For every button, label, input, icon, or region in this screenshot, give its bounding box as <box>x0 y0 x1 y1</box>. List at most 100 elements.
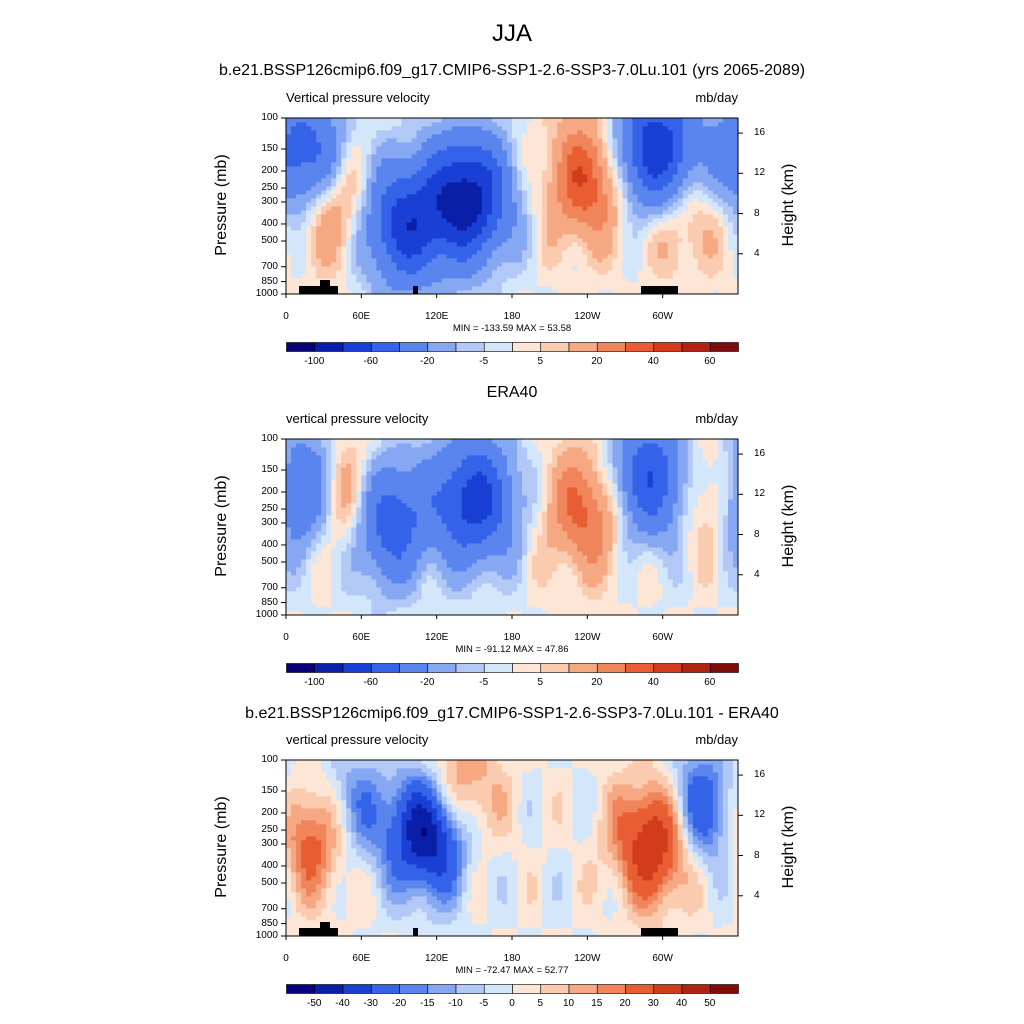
contour-cell <box>436 186 443 191</box>
contour-cell <box>642 258 648 263</box>
contour-cell <box>562 226 568 231</box>
contour-cell <box>486 182 493 187</box>
contour-cell <box>622 575 628 580</box>
contour-cell <box>306 198 312 203</box>
contour-cell <box>607 230 613 235</box>
contour-cell <box>456 206 463 211</box>
contour-cell <box>316 186 322 191</box>
contour-cell <box>522 186 528 191</box>
contour-cell <box>607 130 613 135</box>
contour-cell <box>311 575 317 580</box>
contour-cell <box>722 611 729 616</box>
contour-cell <box>431 206 438 211</box>
contour-cell <box>722 182 729 187</box>
contour-cell <box>672 190 679 195</box>
contour-cell <box>587 591 593 596</box>
contour-cell <box>697 579 704 584</box>
contour-cell <box>612 587 618 592</box>
contour-cell <box>451 154 458 159</box>
contour-cell <box>702 591 709 596</box>
contour-cell <box>306 607 312 612</box>
contour-cell <box>331 162 337 167</box>
contour-cell <box>592 182 598 187</box>
contour-cell <box>396 579 402 584</box>
contour-cell <box>567 170 573 175</box>
contour-cell <box>557 210 563 215</box>
contour-cell <box>622 126 628 131</box>
contour-cell <box>642 194 648 199</box>
contour-cell <box>501 166 508 171</box>
contour-cell <box>306 134 312 139</box>
contour-cell <box>637 583 643 588</box>
contour-cell <box>481 218 488 223</box>
contour-cell <box>501 599 508 604</box>
contour-cell <box>622 591 628 596</box>
contour-cell <box>371 234 377 239</box>
contour-cell <box>486 158 493 163</box>
contour-cell <box>702 270 709 275</box>
contour-cell <box>557 603 563 608</box>
contour-cell <box>381 603 387 608</box>
contour-cell <box>667 242 674 247</box>
contour-cell <box>712 274 719 279</box>
contour-cell <box>587 286 593 291</box>
contour-cell <box>416 250 422 255</box>
contour-cell <box>542 226 548 231</box>
contour-cell <box>627 210 633 215</box>
contour-cell <box>361 186 367 191</box>
contour-cell <box>426 587 433 592</box>
contour-cell <box>577 202 583 207</box>
contour-cell <box>642 603 648 608</box>
contour-cell <box>481 150 488 155</box>
contour-cell <box>687 182 694 187</box>
contour-cell <box>647 142 654 147</box>
contour-cell <box>341 118 347 123</box>
contour-cell <box>682 178 689 183</box>
contour-cell <box>331 575 337 580</box>
contour-cell <box>717 154 724 159</box>
contour-cell <box>547 595 553 600</box>
contour-cell <box>331 591 337 596</box>
contour-cell <box>542 270 548 275</box>
contour-cell <box>627 218 633 223</box>
contour-cell <box>722 603 729 608</box>
contour-cell <box>456 134 463 139</box>
contour-cell <box>446 118 453 123</box>
contour-cell <box>602 278 608 283</box>
contour-cell <box>431 595 438 600</box>
contour-cell <box>727 274 734 279</box>
contour-cell <box>436 583 443 588</box>
contour-cell <box>602 254 608 259</box>
contour-cell <box>672 210 679 215</box>
contour-cell <box>727 234 734 239</box>
contour-cell <box>697 174 704 179</box>
contour-cell <box>486 571 493 576</box>
contour-cell <box>416 282 422 287</box>
contour-cell <box>712 182 719 187</box>
contour-cell <box>717 182 724 187</box>
contour-cell <box>612 242 618 247</box>
contour-cell <box>572 138 578 143</box>
contour-cell <box>506 146 513 151</box>
contour-cell <box>632 138 638 143</box>
contour-cell <box>461 142 468 147</box>
contour-cell <box>602 158 608 163</box>
contour-cell <box>446 286 453 291</box>
contour-cell <box>577 134 583 139</box>
contour-cell <box>491 174 498 179</box>
contour-cell <box>421 122 428 127</box>
contour-cell <box>301 270 307 275</box>
contour-cell <box>491 170 498 175</box>
contour-cell <box>607 282 613 287</box>
contour-cell <box>582 118 588 123</box>
contour-cell <box>321 579 327 584</box>
contour-cell <box>481 178 488 183</box>
contour-cell <box>396 202 402 207</box>
contour-cell <box>592 134 598 139</box>
contour-cell <box>356 290 362 295</box>
contour-cell <box>371 142 377 147</box>
contour-cell <box>517 218 523 223</box>
contour-cell <box>451 270 458 275</box>
contour-cell <box>672 583 679 588</box>
contour-cell <box>562 274 568 279</box>
